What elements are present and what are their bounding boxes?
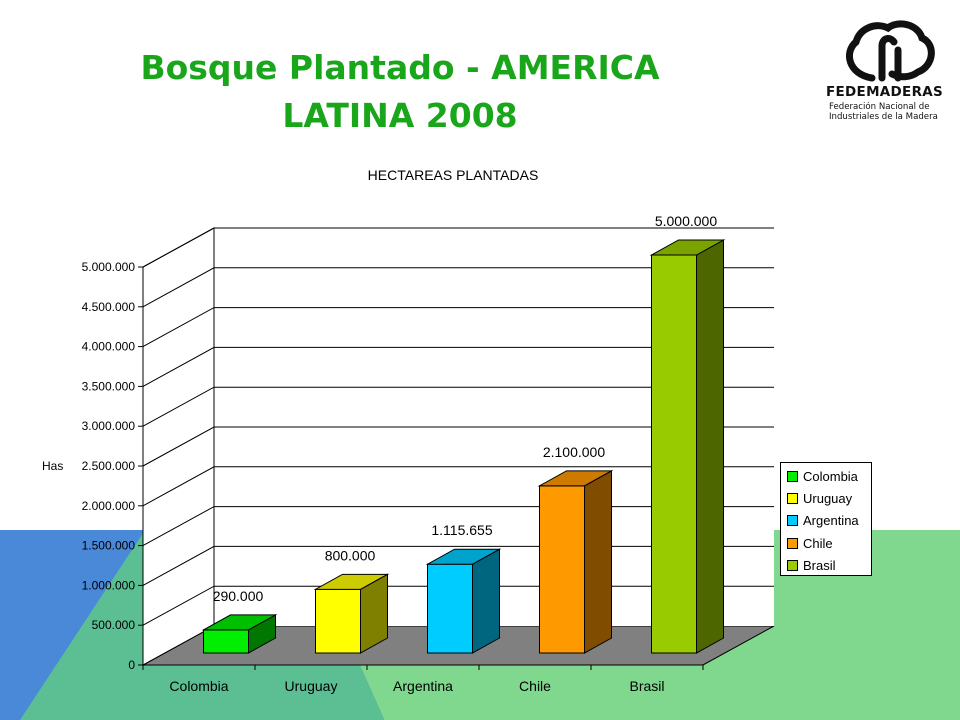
x-category-label: Chile	[519, 678, 551, 694]
legend-swatch	[787, 515, 798, 527]
y-tick-label: 2.500.000	[82, 459, 136, 473]
bar-side-face	[472, 548, 500, 654]
data-label-brasil: 5.000.000	[655, 213, 717, 229]
data-label-chile: 2.100.000	[543, 444, 605, 460]
gridline	[142, 346, 774, 387]
slide-title: Bosque Plantado - AMERICA LATINA 2008	[80, 44, 720, 140]
logo-subtitle: Federación Nacional de Industriales de l…	[829, 102, 953, 122]
legend-label: Chile	[803, 535, 833, 551]
legend-label: Brasil	[803, 558, 836, 574]
slide-title-line1: Bosque Plantado - AMERICA	[140, 48, 660, 87]
bar-top-face	[649, 239, 726, 256]
bar-front-face	[539, 485, 585, 654]
bar-chile	[537, 469, 614, 654]
x-category-label: Brasil	[629, 678, 664, 694]
y-tick-label: 1.000.000	[82, 578, 136, 592]
fedemaderas-logo: FEDEMADERAS Federación Nacional de Indus…	[826, 16, 952, 132]
gridline	[142, 267, 774, 308]
bar-argentina	[425, 548, 502, 654]
bar-front-face	[203, 629, 249, 654]
legend-swatch	[787, 470, 798, 482]
chart-title: HECTAREAS PLANTADAS	[368, 167, 539, 183]
y-tick-label: 1.500.000	[82, 539, 136, 553]
legend-item-argentina: Argentina	[787, 510, 871, 532]
x-category-label: Uruguay	[285, 678, 338, 694]
legend-item-brasil: Brasil	[787, 555, 871, 577]
bar-front-face	[315, 588, 361, 654]
legend-swatch	[787, 560, 798, 572]
y-tick-label: 0	[128, 658, 135, 672]
data-label-uruguay: 800.000	[325, 547, 376, 563]
data-label-argentina: 1.115.655	[431, 522, 492, 538]
data-label-colombia: 290.000	[213, 588, 264, 604]
bar-top-face	[201, 614, 278, 631]
y-tick-label: 3.500.000	[82, 379, 136, 393]
gridline	[142, 426, 774, 467]
y-tick-label: 5.000.000	[82, 260, 136, 274]
logo-subtitle-line2: Industriales de la Madera	[829, 112, 938, 122]
slide-title-line2: LATINA 2008	[282, 96, 518, 135]
gridline	[142, 466, 774, 507]
x-category-label: Argentina	[393, 678, 453, 694]
y-tick-label: 4.500.000	[82, 300, 136, 314]
gridline	[142, 307, 774, 348]
x-category-label: Colombia	[169, 678, 228, 694]
legend-swatch	[787, 493, 798, 505]
legend-swatch	[787, 537, 798, 549]
legend-item-colombia: Colombia	[787, 465, 871, 487]
bar-top-face	[537, 470, 614, 487]
legend-item-chile: Chile	[787, 532, 871, 554]
bar-side-face	[696, 239, 724, 654]
bar-front-face	[427, 563, 473, 654]
legend-item-uruguay: Uruguay	[787, 487, 871, 509]
bar-top-face	[425, 548, 502, 565]
bar-top-face	[313, 573, 390, 590]
bar-uruguay	[313, 573, 390, 654]
legend-label: Uruguay	[803, 491, 853, 507]
tree-logo-icon	[845, 20, 935, 82]
legend-label: Argentina	[803, 513, 859, 529]
legend-label: Colombia	[803, 468, 858, 484]
y-axis-label: Has	[42, 459, 63, 473]
y-tick-label: 4.000.000	[82, 340, 136, 354]
bar-side-face	[584, 469, 612, 654]
logo-name: FEDEMADERAS	[826, 84, 944, 100]
gridline	[142, 227, 774, 268]
bar-front-face	[651, 254, 697, 654]
bar-brasil	[649, 239, 726, 654]
chart-legend: Colombia Uruguay Argentina Chile Brasil	[780, 462, 872, 576]
y-tick-label: 500.000	[92, 618, 136, 632]
y-tick-label: 3.000.000	[82, 419, 136, 433]
y-tick-label: 2.000.000	[82, 499, 136, 513]
bar-colombia	[201, 614, 278, 654]
gridline	[142, 386, 774, 427]
logo-subtitle-line1: Federación Nacional de	[829, 102, 930, 112]
